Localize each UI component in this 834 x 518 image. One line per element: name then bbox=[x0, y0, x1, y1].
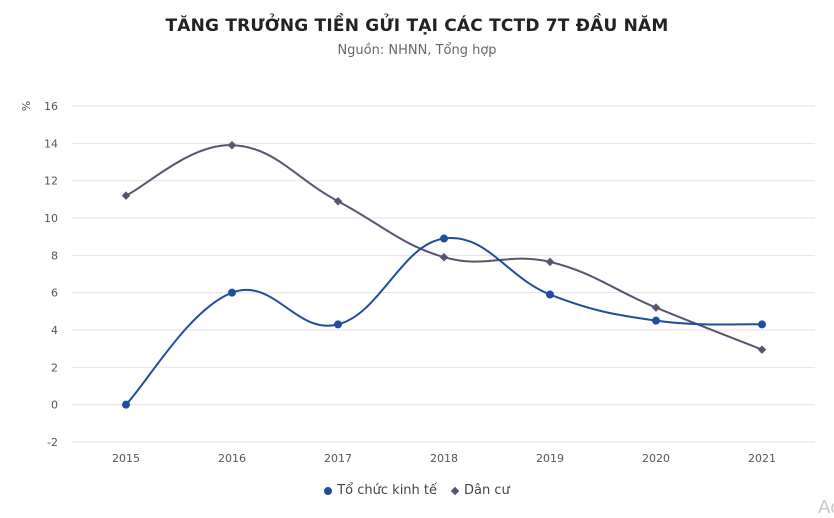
data-point-marker[interactable] bbox=[546, 290, 554, 299]
data-point-marker[interactable] bbox=[758, 320, 766, 329]
y-axis: -2 0 2 4 6 8 10 12 14 16% bbox=[20, 100, 58, 449]
data-point-marker[interactable] bbox=[757, 345, 767, 354]
x-tick-label: 2019 bbox=[536, 452, 564, 465]
y-tick-label: -2 bbox=[47, 436, 58, 449]
x-axis: 2015 2016 2017 2018 2019 2020 2021 bbox=[112, 452, 776, 465]
series-line bbox=[125, 144, 763, 351]
legend-label: Tổ chức kinh tế bbox=[337, 483, 438, 498]
x-tick-label: 2021 bbox=[748, 452, 776, 465]
legend-item-to-chuc-kinh-te[interactable]: Tổ chức kinh tế bbox=[324, 483, 437, 498]
y-tick-label: 8 bbox=[51, 249, 58, 262]
chart-title: TĂNG TRƯỞNG TIỀN GỬI TẠI CÁC TCTD 7T ĐẦU… bbox=[165, 16, 669, 36]
circle-marker-icon bbox=[324, 486, 333, 495]
y-tick-label: 14 bbox=[44, 137, 58, 150]
data-point-marker[interactable] bbox=[651, 303, 661, 312]
data-point-marker[interactable] bbox=[334, 320, 342, 329]
series-lines bbox=[121, 140, 767, 409]
legend-label: Dân cư bbox=[464, 483, 510, 498]
x-tick-label: 2017 bbox=[324, 452, 352, 465]
x-tick-label: 2020 bbox=[642, 452, 670, 465]
series-line bbox=[125, 237, 763, 406]
y-tick-label: 0 bbox=[51, 399, 58, 412]
data-point-marker[interactable] bbox=[121, 191, 131, 200]
y-tick-label: 16 bbox=[44, 100, 58, 113]
x-tick-label: 2016 bbox=[218, 452, 246, 465]
y-tick-label: 6 bbox=[51, 287, 58, 300]
gridlines bbox=[72, 105, 815, 443]
y-tick-label: 2 bbox=[51, 361, 58, 374]
chart-subtitle: Nguồn: NHNN, Tổng hợp bbox=[337, 43, 497, 58]
data-point-marker[interactable] bbox=[333, 196, 343, 206]
data-point-marker[interactable] bbox=[228, 288, 236, 297]
y-axis-label: % bbox=[20, 101, 33, 111]
y-tick-label: 4 bbox=[51, 324, 58, 337]
y-tick-label: 10 bbox=[44, 212, 58, 225]
data-point-marker[interactable] bbox=[122, 400, 130, 409]
legend-item-dan-cu[interactable]: Dân cư bbox=[450, 483, 510, 498]
y-tick-label: 12 bbox=[44, 175, 58, 188]
legend: Tổ chức kinh tế Dân cư bbox=[0, 483, 834, 498]
data-point-marker[interactable] bbox=[440, 234, 448, 243]
x-tick-label: 2015 bbox=[112, 452, 140, 465]
watermark-text: Ac bbox=[818, 497, 834, 518]
data-point-marker[interactable] bbox=[227, 140, 237, 150]
diamond-marker-icon bbox=[450, 486, 460, 495]
x-tick-label: 2018 bbox=[430, 452, 458, 465]
data-point-marker[interactable] bbox=[545, 257, 555, 267]
data-point-marker[interactable] bbox=[652, 316, 660, 325]
data-point-marker[interactable] bbox=[439, 252, 449, 262]
